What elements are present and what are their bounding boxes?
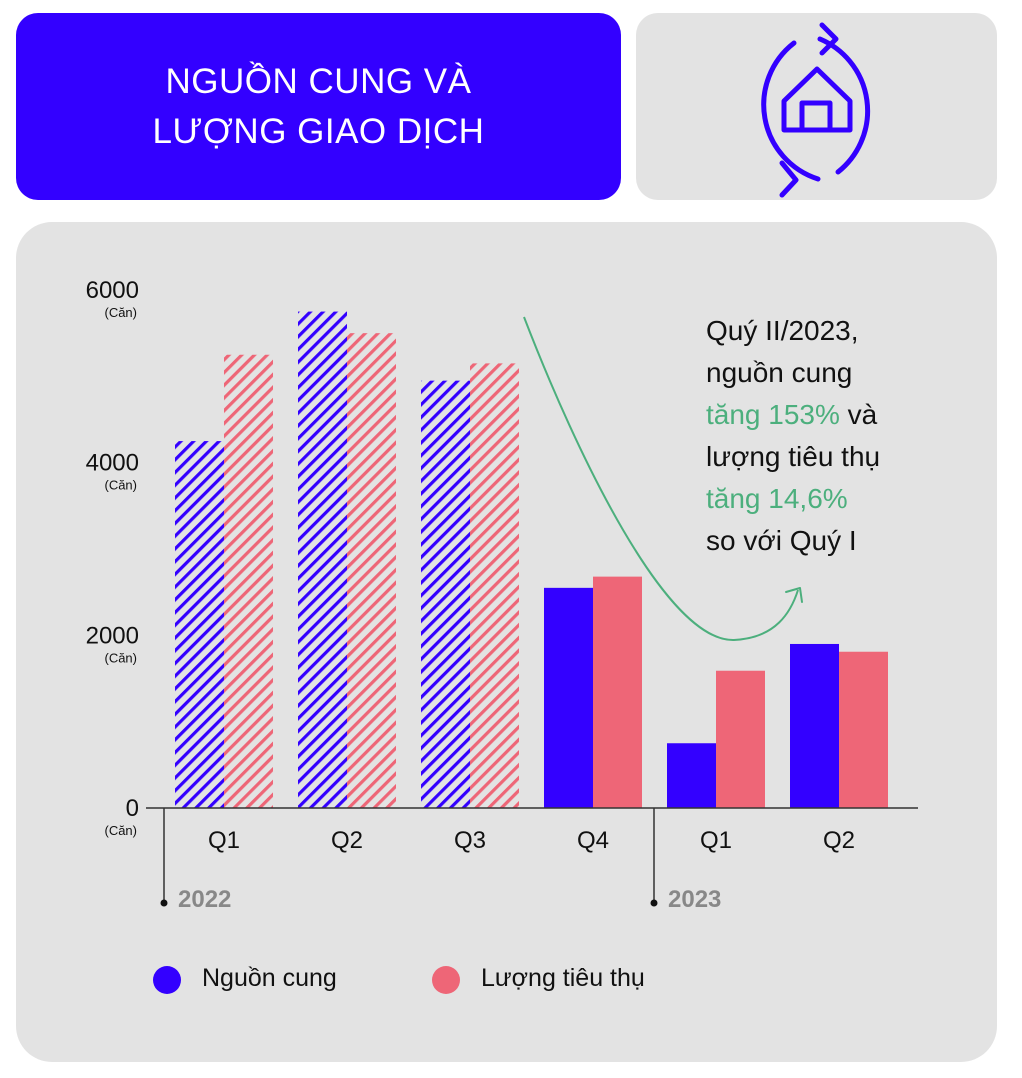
title-line-2: LƯỢNG GIAO DỊCH [152, 111, 485, 151]
chart-card: 2022 2023 6000 (Căn) 4000 (Căn) 2000 (Căn) 0 (C… [16, 222, 997, 1062]
year-label-2022: 2022 [178, 886, 231, 913]
annotation-line-2: nguồn cung [706, 357, 852, 388]
x-tick-label-4: Q4 [577, 827, 609, 854]
bar-supply-3 [421, 380, 470, 808]
year-dot-2022 [160, 899, 168, 907]
annotation-highlight-supply: tăng 153% [706, 399, 840, 430]
legend-label-supply: Nguồn cung [202, 964, 337, 992]
x-tick-label-2: Q2 [331, 827, 363, 854]
house-refresh-icon [761, 22, 871, 198]
x-tick-label-3: Q3 [454, 827, 486, 854]
y-tick-label-3: 2000 [86, 622, 139, 649]
y-ticks-group: 6000(Căn)4000(Căn)2000(Căn)0(Căn) [86, 277, 139, 838]
bar-supply-1 [175, 441, 224, 808]
legend-dot-supply [153, 966, 181, 994]
year-dot-2023 [650, 899, 658, 907]
x-tick-label-1: Q1 [208, 827, 240, 854]
bar-chart: 2022 2023 6000(Căn)4000(Căn)2000(Căn)0(C… [86, 277, 918, 913]
bar-sales-3 [470, 363, 519, 808]
bar-sales-6 [839, 651, 888, 808]
axis-group: 2022 2023 [146, 807, 918, 913]
bar-supply-6 [790, 643, 839, 808]
x-tick-label-5: Q1 [700, 827, 732, 854]
bar-sales-2 [347, 333, 396, 808]
y-tick-label-1: 6000 [86, 277, 139, 304]
year-label-2023: 2023 [668, 886, 721, 913]
bar-supply-4 [544, 587, 593, 808]
title-card: NGUỒN CUNG VÀ LƯỢNG GIAO DỊCH [16, 13, 621, 200]
annotation-text: Quý II/2023, nguồn cung tăng 153% và lượ… [706, 315, 880, 556]
y-tick-unit-2: (Căn) [104, 478, 137, 493]
bar-sales-5 [716, 670, 765, 808]
trend-arrow [523, 316, 799, 642]
bars-group [175, 311, 888, 808]
icon-card [636, 13, 997, 200]
trend-arrow-head [785, 587, 803, 603]
annotation-line-6: so với Quý I [706, 525, 857, 556]
bar-sales-1 [224, 354, 273, 808]
legend-label-sales: Lượng tiêu thụ [481, 964, 645, 992]
y-tick-unit-1: (Căn) [104, 305, 137, 320]
y-tick-unit-4: (Căn) [104, 823, 137, 838]
legend-dot-sales [432, 966, 460, 994]
bar-supply-2 [298, 311, 347, 808]
annotation-line-4: lượng tiêu thụ [706, 441, 880, 472]
annotation-connector: và [840, 399, 878, 430]
annotation-line-1: Quý II/2023, [706, 315, 859, 346]
bar-sales-4 [593, 576, 642, 808]
annotation-highlight-sales: tăng 14,6% [706, 483, 848, 514]
y-tick-unit-3: (Căn) [104, 650, 137, 665]
x-tick-label-6: Q2 [823, 827, 855, 854]
y-tick-label-2: 4000 [86, 450, 139, 477]
bar-supply-5 [667, 743, 716, 808]
annotation-line-3: tăng 153% và [706, 399, 878, 430]
title-line-1: NGUỒN CUNG VÀ [165, 61, 472, 101]
y-tick-label-4: 0 [126, 795, 139, 822]
x-ticks-group: Q1 Q2 Q3 Q4 Q1 Q2 [208, 827, 855, 854]
